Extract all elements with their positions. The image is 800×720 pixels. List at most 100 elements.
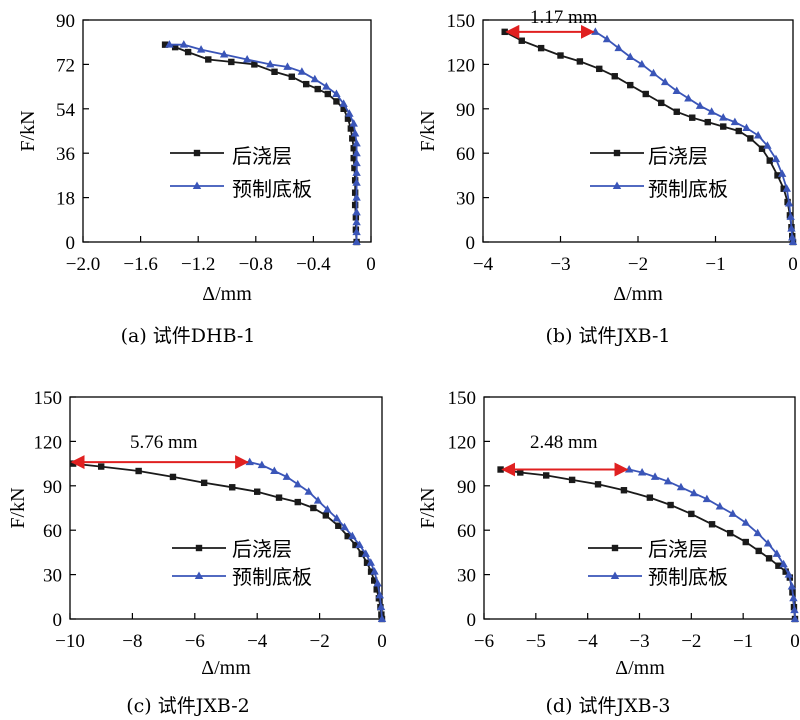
data-point-a-0-15 bbox=[349, 135, 356, 142]
data-point-a-0-7 bbox=[288, 73, 295, 80]
data-point-c-1-7 bbox=[323, 504, 332, 513]
panel-c-y-axis-title: F/kN bbox=[7, 487, 29, 528]
data-point-a-1-18 bbox=[352, 168, 361, 176]
data-point-b-1-9 bbox=[695, 101, 705, 109]
panel-d-plot-frame bbox=[483, 396, 796, 620]
data-point-c-0-16 bbox=[367, 568, 375, 575]
data-point-a-1-4 bbox=[242, 54, 252, 63]
data-point-b-0-10 bbox=[673, 108, 680, 115]
data-point-b-1-23 bbox=[788, 237, 798, 245]
x-tick-label-b-0: −4 bbox=[473, 254, 494, 275]
data-point-a-0-5 bbox=[251, 61, 258, 68]
data-point-c-0-10 bbox=[322, 512, 330, 519]
data-point-a-1-14 bbox=[350, 128, 360, 137]
panel-d-caption: (d) 试件JXB-3 bbox=[546, 695, 671, 717]
data-point-a-0-1 bbox=[171, 43, 179, 51]
data-point-b-1-20 bbox=[786, 212, 795, 220]
data-point-b-1-10 bbox=[707, 107, 716, 115]
data-point-b-1-21 bbox=[787, 224, 796, 232]
x-tick-label-a-3: −0.8 bbox=[239, 254, 273, 275]
data-point-a-1-5 bbox=[266, 59, 275, 68]
data-point-b-1-22 bbox=[788, 233, 797, 241]
x-tick-label-a-4: −0.4 bbox=[296, 254, 331, 275]
data-point-d-1-5 bbox=[689, 488, 699, 497]
data-point-d-0-8 bbox=[688, 510, 695, 518]
x-tick-label-c-3: −4 bbox=[247, 631, 268, 652]
legend-label-后浇层-b: 后浇层 bbox=[648, 144, 708, 168]
data-point-c-0-4 bbox=[200, 479, 208, 487]
data-point-a-0-12 bbox=[340, 105, 347, 112]
data-point-d-1-15 bbox=[787, 581, 797, 590]
data-point-c-1-12 bbox=[361, 549, 370, 557]
y-tick-label-a-5: 90 bbox=[56, 11, 75, 32]
data-point-b-0-1 bbox=[518, 37, 525, 44]
data-point-d-0-11 bbox=[742, 538, 749, 546]
data-point-b-0-2 bbox=[537, 44, 545, 52]
data-point-a-0-9 bbox=[314, 85, 321, 93]
data-point-d-0-15 bbox=[782, 568, 789, 575]
legend-label-预制底板-c: 预制底板 bbox=[232, 565, 312, 589]
data-point-c-0-17 bbox=[371, 577, 378, 584]
data-point-c-1-16 bbox=[375, 590, 385, 599]
data-point-c-1-3 bbox=[282, 472, 292, 480]
data-point-a-0-13 bbox=[344, 115, 352, 122]
data-point-b-0-3 bbox=[557, 52, 564, 59]
data-point-d-1-12 bbox=[772, 549, 782, 557]
panel-b-caption: (b) 试件JXB-1 bbox=[546, 325, 671, 347]
data-point-b-1-12 bbox=[730, 117, 740, 126]
data-point-c-0-1 bbox=[98, 463, 105, 470]
data-point-b-0-12 bbox=[704, 118, 711, 126]
data-point-a-0-8 bbox=[303, 80, 310, 88]
data-point-c-1-1 bbox=[257, 460, 267, 469]
data-point-d-1-10 bbox=[753, 528, 762, 537]
data-point-d-1-18 bbox=[790, 614, 800, 622]
panel-d-annotation-text: 2.48 mm bbox=[530, 432, 598, 453]
y-tick-label-b-1: 30 bbox=[456, 189, 475, 210]
data-point-c-0-7 bbox=[275, 494, 283, 501]
data-point-a-1-15 bbox=[352, 138, 361, 147]
data-point-a-0-14 bbox=[347, 125, 355, 132]
data-point-b-1-15 bbox=[763, 141, 772, 149]
data-point-c-0-9 bbox=[310, 504, 317, 512]
x-tick-label-c-1: −8 bbox=[122, 631, 142, 652]
data-point-a-1-24 bbox=[352, 237, 361, 245]
data-point-a-1-22 bbox=[352, 217, 361, 226]
data-point-a-1-10 bbox=[332, 89, 341, 97]
data-point-b-0-13 bbox=[720, 123, 727, 130]
data-point-c-1-2 bbox=[270, 466, 279, 474]
y-tick-label-d-2: 60 bbox=[457, 521, 476, 542]
data-point-a-1-8 bbox=[310, 74, 320, 83]
data-point-d-1-13 bbox=[779, 559, 788, 568]
legend-marker-c-1 bbox=[194, 571, 204, 579]
panel-d-x-axis-title: Δ/mm bbox=[615, 657, 665, 679]
legend-label-预制底板-a: 预制底板 bbox=[232, 177, 312, 201]
data-point-b-1-3 bbox=[626, 52, 635, 60]
data-point-a-1-0 bbox=[165, 40, 174, 48]
data-point-a-1-23 bbox=[352, 227, 361, 236]
data-point-a-1-13 bbox=[349, 119, 358, 127]
data-point-b-0-16 bbox=[758, 145, 766, 152]
data-point-a-0-17 bbox=[350, 154, 357, 162]
y-tick-label-a-2: 36 bbox=[56, 144, 75, 165]
y-tick-label-a-4: 72 bbox=[56, 55, 75, 76]
legend-marker-a-1 bbox=[192, 181, 202, 189]
data-point-c-0-12 bbox=[344, 532, 351, 540]
data-point-a-1-9 bbox=[322, 82, 331, 90]
legend-label-后浇层-c: 后浇层 bbox=[232, 537, 292, 561]
x-tick-label-d-6: 0 bbox=[790, 631, 800, 652]
x-tick-label-d-3: −3 bbox=[629, 631, 649, 652]
x-tick-label-d-0: −6 bbox=[474, 631, 494, 652]
y-tick-label-d-3: 90 bbox=[457, 477, 476, 498]
panel-a-x-axis-title: Δ/mm bbox=[202, 283, 252, 305]
panel-b: (b) 试件JXB-1 Δ/mm F/kN 后浇层 预制底板 1.17 mm 0… bbox=[417, 7, 798, 347]
panel-a-plot-frame bbox=[82, 19, 372, 243]
data-point-d-1-11 bbox=[763, 539, 773, 547]
data-point-b-1-11 bbox=[719, 113, 728, 121]
panel-b-annotation-text: 1.17 mm bbox=[530, 7, 598, 28]
data-point-b-0-9 bbox=[658, 99, 665, 107]
y-tick-label-d-5: 150 bbox=[448, 388, 477, 409]
data-point-b-1-16 bbox=[771, 154, 781, 163]
x-tick-label-a-2: −1.2 bbox=[181, 254, 215, 275]
data-point-c-0-14 bbox=[358, 550, 365, 558]
data-point-b-0-0 bbox=[501, 28, 508, 36]
